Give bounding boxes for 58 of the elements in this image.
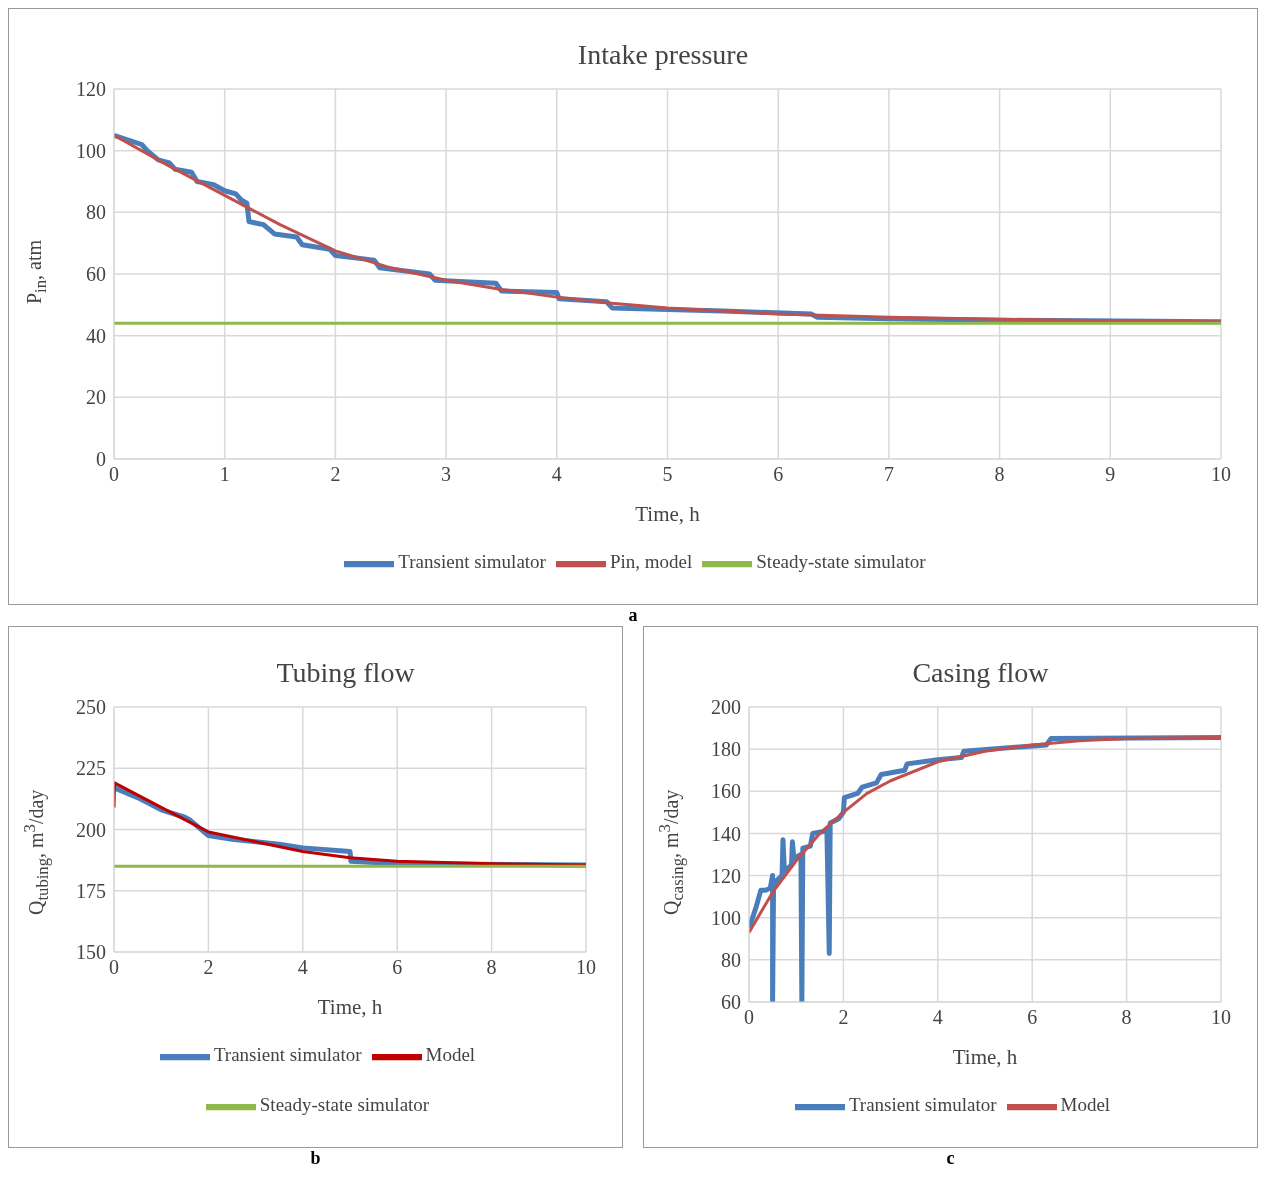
- x-axis-title: Time, h: [317, 995, 383, 1019]
- y-tick-label: 160: [711, 780, 741, 803]
- legend-label: Steady-state simulator: [259, 1094, 430, 1116]
- legend-label: Pin, model: [609, 551, 693, 573]
- x-tick-label: 10: [1211, 1006, 1231, 1029]
- y-tick-label: 250: [76, 696, 106, 719]
- x-tick-label: 2: [330, 463, 341, 486]
- text: c: [945, 1148, 956, 1169]
- y-tick-label: 120: [76, 78, 106, 101]
- x-tick-label: 1: [219, 463, 230, 486]
- x-axis-title: Time, h: [952, 1045, 1018, 1069]
- x-tick-label: 6: [392, 956, 403, 979]
- text: a: [627, 605, 639, 626]
- y-tick-label: 100: [711, 906, 741, 929]
- line-series: [749, 736, 1221, 934]
- y-tick-label: 60: [86, 263, 106, 286]
- x-tick-label: 4: [551, 463, 562, 486]
- x-tick-label: 5: [662, 463, 673, 486]
- y-tick-label: 40: [86, 324, 106, 347]
- y-tick-label: 175: [76, 879, 106, 902]
- text: b: [309, 1148, 322, 1169]
- legend-label: Transient simulator: [848, 1094, 997, 1116]
- x-tick-label: 9: [1105, 463, 1116, 486]
- x-tick-label: 8: [1121, 1006, 1132, 1029]
- y-tick-label: 200: [76, 818, 106, 841]
- x-tick-label: 2: [203, 956, 214, 979]
- y-tick-label: 80: [86, 201, 106, 224]
- legend-label: Transient simulator: [213, 1044, 362, 1066]
- y-tick-label: 140: [711, 822, 741, 845]
- x-tick-label: 6: [1027, 1006, 1038, 1029]
- chart-title: Tubing flow: [275, 657, 416, 689]
- x-axis-title: Time, h: [635, 502, 701, 526]
- legend-label: Model: [1060, 1094, 1111, 1116]
- y-tick-label: 60: [721, 991, 741, 1014]
- x-tick-label: 10: [576, 956, 596, 979]
- legend-label: Steady-state simulator: [756, 551, 926, 573]
- y-tick-label: 200: [711, 696, 741, 719]
- y-tick-label: 20: [86, 386, 106, 409]
- x-tick-label: 3: [441, 463, 452, 486]
- y-tick-label: 80: [721, 948, 741, 971]
- y-tick-label: 225: [76, 757, 106, 780]
- x-tick-label: 6: [773, 463, 784, 486]
- y-tick-label: 120: [711, 864, 741, 887]
- y-tick-label: 0: [96, 448, 106, 471]
- chart-title: Casing flow: [911, 657, 1050, 689]
- x-tick-label: 10: [1211, 463, 1231, 486]
- legend-label: Transient simulator: [398, 551, 546, 573]
- x-tick-label: 4: [297, 956, 308, 979]
- x-tick-label: 7: [883, 463, 894, 486]
- x-tick-label: 8: [994, 463, 1005, 486]
- x-tick-label: 8: [486, 956, 497, 979]
- legend-label: Model: [425, 1044, 476, 1066]
- y-tick-label: 150: [76, 941, 106, 964]
- y-tick-label: 180: [711, 738, 741, 761]
- x-tick-label: 2: [838, 1006, 849, 1029]
- x-tick-label: 4: [932, 1006, 943, 1029]
- y-tick-label: 100: [76, 139, 106, 162]
- chart-title: Intake pressure: [576, 39, 750, 71]
